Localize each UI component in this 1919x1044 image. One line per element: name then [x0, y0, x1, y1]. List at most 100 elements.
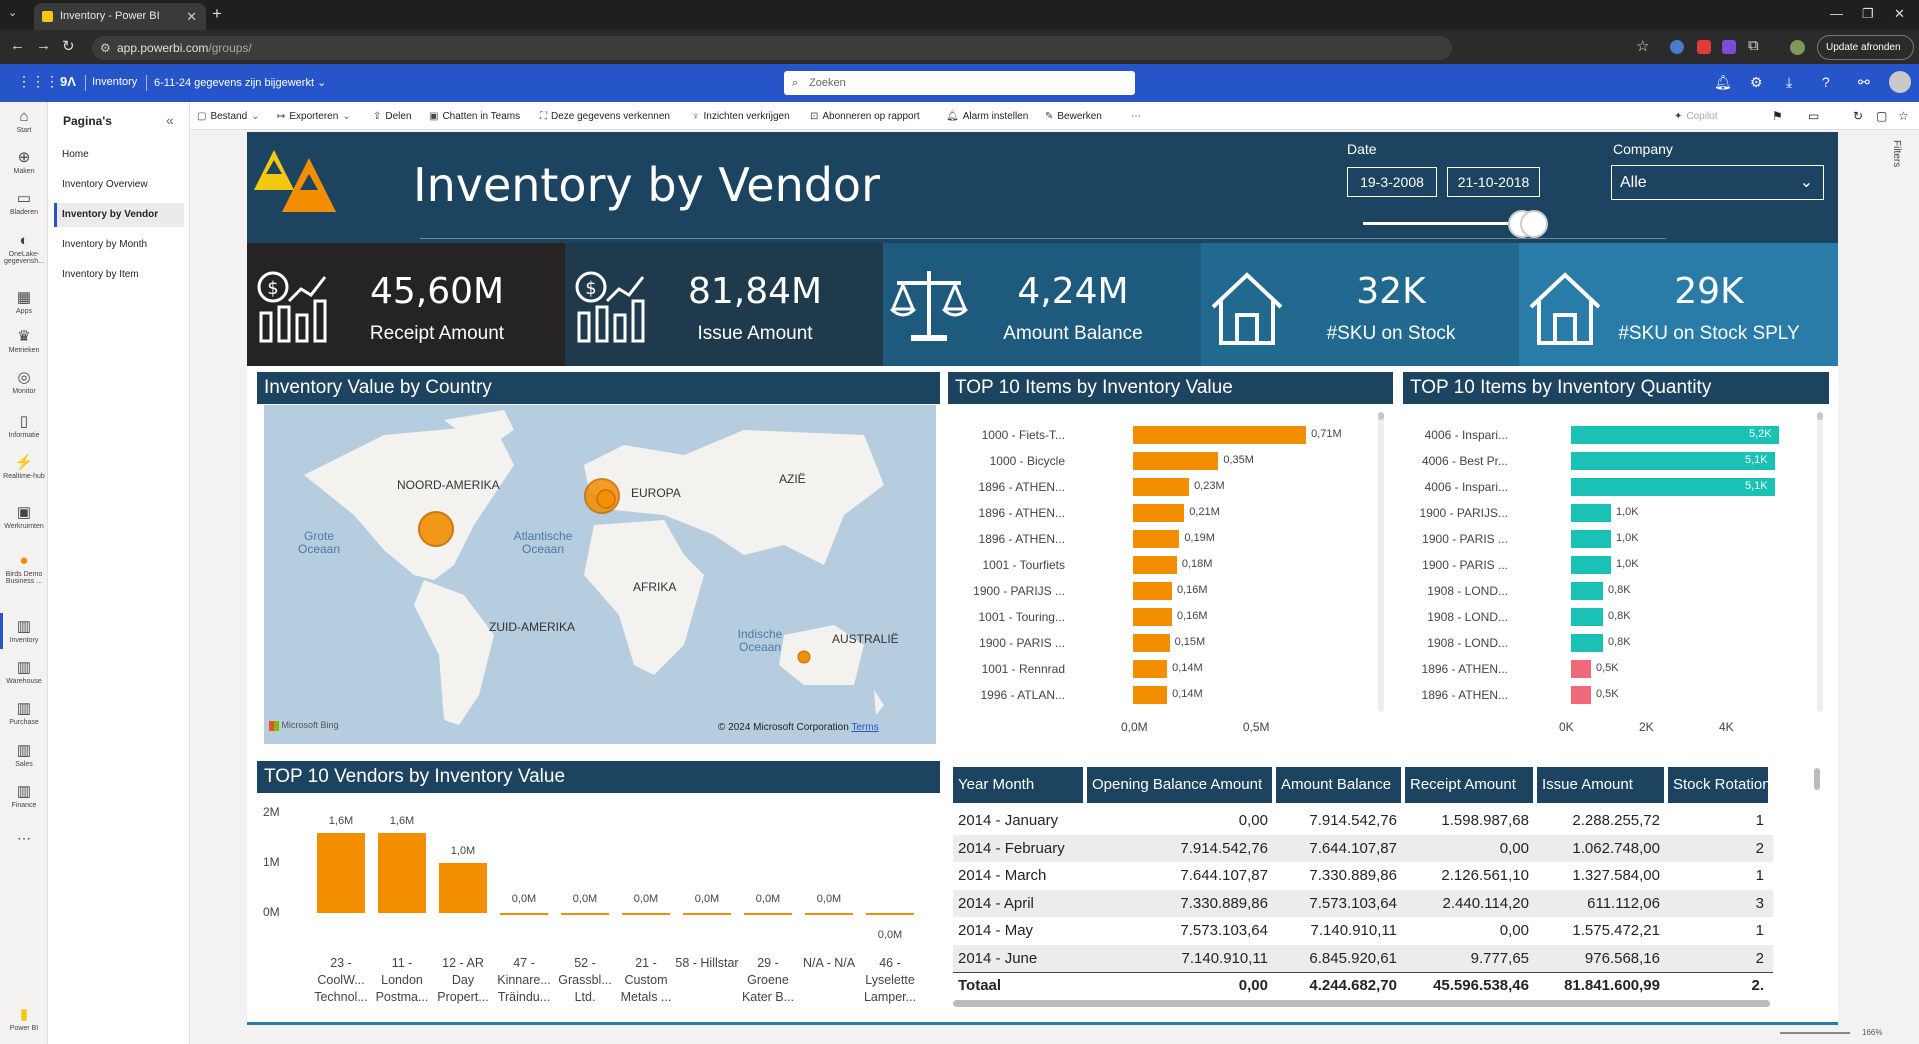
bar[interactable] [1571, 556, 1611, 574]
bar[interactable] [439, 863, 487, 913]
company-dropdown[interactable]: Alle ⌄ [1611, 165, 1824, 200]
app-launcher-icon[interactable]: ⋮⋮⋮ [17, 73, 59, 89]
new-tab-icon[interactable]: + [212, 4, 222, 23]
bar[interactable] [1571, 478, 1775, 496]
page-item[interactable]: Home [62, 149, 89, 160]
bar[interactable] [1571, 582, 1603, 600]
date-from-field[interactable]: 19-3-2008 [1347, 167, 1437, 197]
view-icon[interactable]: ▭ [1808, 109, 1820, 123]
bar[interactable] [805, 913, 853, 915]
bar[interactable] [1133, 686, 1168, 704]
top-vendors-chart[interactable]: 2M 1M 0M 1,6M 23 - CoolW... Technol... 1,6M 11… [257, 797, 940, 1017]
help-icon[interactable]: ? [1822, 74, 1830, 90]
rail-item-15[interactable]: ▥ Finance [0, 782, 48, 809]
extension-icon[interactable] [1697, 40, 1711, 54]
page-item[interactable]: Inventory by Item [62, 269, 139, 280]
favorite-star-icon[interactable]: ☆ [1898, 109, 1909, 123]
bar[interactable] [500, 913, 548, 915]
bookmark-icon[interactable]: ⚑ [1772, 109, 1783, 123]
page-item[interactable]: Inventory by Month [62, 239, 148, 250]
more-options-icon[interactable]: ⋯ [17, 830, 31, 846]
rail-item-16[interactable]: ▮ Power BI [0, 1005, 48, 1032]
export-menu[interactable]: ↦ Exporteren ⌄ [277, 111, 351, 122]
table-column-header[interactable]: Amount Balance [1276, 767, 1401, 803]
notifications-icon[interactable]: 🔔︎ [1714, 74, 1732, 90]
collapse-panel-icon[interactable]: « [166, 112, 174, 128]
rail-item-13[interactable]: ▥ Purchase [0, 699, 48, 726]
bar[interactable] [1133, 634, 1170, 652]
bar[interactable] [1133, 504, 1185, 522]
bar[interactable] [561, 913, 609, 915]
zoom-level[interactable]: 166% [1862, 1028, 1883, 1037]
rail-item-3[interactable]: ◐ OneLake-gegevensh... [0, 232, 48, 265]
browser-tab[interactable]: Inventory - Power BI ✕ [34, 3, 206, 30]
chat-in-teams-button[interactable]: ▣ Chatten in Teams [429, 111, 520, 122]
bar[interactable] [1133, 426, 1307, 444]
bar[interactable] [1133, 478, 1190, 496]
rail-item-1[interactable]: ⊕ Maken [0, 148, 48, 175]
reload-icon[interactable]: ↻ [62, 38, 75, 55]
bar[interactable] [317, 833, 365, 913]
rail-item-4[interactable]: ▦ Apps [0, 288, 48, 315]
maximize-icon[interactable]: ❐ [1862, 6, 1874, 21]
rail-item-14[interactable]: ▥ Sales [0, 741, 48, 768]
bar[interactable] [683, 913, 731, 915]
rail-item-11[interactable]: ▥ Inventory [0, 617, 48, 644]
rail-item-12[interactable]: ▥ Warehouse [0, 658, 48, 685]
chart-scrollbar-thumb[interactable] [1378, 412, 1384, 420]
bar[interactable] [1571, 426, 1779, 444]
share-button[interactable]: ⇪ Delen [373, 111, 412, 122]
bar[interactable] [1571, 634, 1603, 652]
chart-scrollbar[interactable] [1817, 412, 1823, 712]
back-icon[interactable]: ← [10, 37, 25, 54]
zoom-slider[interactable] [1780, 1032, 1850, 1034]
user-avatar[interactable] [1889, 71, 1911, 93]
monthly-balance-table[interactable]: Year Month Opening Balance Amount Amount B… [953, 767, 1823, 1011]
refresh-icon[interactable]: ↻ [1853, 109, 1864, 123]
download-icon[interactable]: ⤓ [1786, 74, 1793, 90]
table-column-header[interactable]: Issue Amount [1537, 767, 1664, 803]
rail-item-6[interactable]: ◎ Monitor [0, 368, 48, 395]
bar[interactable] [622, 913, 670, 915]
workspace-name[interactable]: Inventory [92, 76, 138, 88]
chart-scrollbar[interactable] [1378, 412, 1384, 712]
slider-handle-end[interactable] [1520, 210, 1548, 238]
forward-icon[interactable]: → [36, 37, 51, 54]
explore-data-button[interactable]: ⛶ Deze gegevens verkennen [540, 111, 670, 122]
inventory-map[interactable] [264, 405, 936, 744]
chart-scrollbar-thumb[interactable] [1817, 412, 1823, 420]
page-item[interactable]: Inventory Overview [62, 179, 148, 190]
bar[interactable] [1133, 660, 1168, 678]
table-vertical-scrollbar[interactable] [1814, 768, 1820, 790]
rail-item-9[interactable]: ▣ Werkruimten [0, 503, 48, 530]
bar[interactable] [1133, 452, 1219, 470]
bar[interactable] [1133, 608, 1172, 626]
subscribe-button[interactable]: ⊡ Abonneren op rapport [810, 111, 920, 122]
copilot-button[interactable]: ✦ Copilot [1674, 111, 1718, 122]
filters-pane-tab[interactable]: Filters [1891, 140, 1902, 168]
table-column-header[interactable]: Stock Rotation D [1668, 767, 1768, 803]
comment-icon[interactable]: ▢ [1876, 109, 1888, 123]
table-horizontal-scrollbar[interactable] [953, 1000, 1770, 1007]
bar[interactable] [1571, 660, 1591, 678]
tab-search-icon[interactable]: ⌄ [8, 7, 18, 19]
bar[interactable] [1571, 504, 1611, 522]
top-items-value-chart[interactable]: 1000 - Fiets-T... 0,71M 1000 - Bicycle 0,35… [948, 408, 1393, 748]
bar[interactable] [744, 913, 792, 915]
bookmark-star-icon[interactable]: ☆ [1636, 38, 1650, 55]
rail-item-2[interactable]: ▭ Bladeren [0, 189, 48, 216]
bar[interactable] [1571, 608, 1603, 626]
close-tab-icon[interactable]: ✕ [186, 9, 197, 24]
profile-avatar[interactable] [1790, 40, 1805, 55]
site-info-icon[interactable]: ⚙ [100, 41, 111, 55]
bar[interactable] [1571, 452, 1775, 470]
settings-gear-icon[interactable]: ⚙ [1750, 74, 1763, 90]
table-column-header[interactable]: Year Month [953, 767, 1083, 803]
bar[interactable] [1571, 686, 1591, 704]
bar[interactable] [866, 913, 914, 915]
extension-icon[interactable] [1670, 40, 1684, 54]
top-items-quantity-chart[interactable]: 4006 - Inspari... 5,2K 4006 - Best Pr... 5,… [1403, 408, 1829, 748]
rail-item-8[interactable]: ⚡ Realtime-hub [0, 453, 48, 480]
workspace-logo-icon[interactable]: 9Λ [60, 74, 76, 89]
extension-icon[interactable] [1722, 40, 1736, 54]
